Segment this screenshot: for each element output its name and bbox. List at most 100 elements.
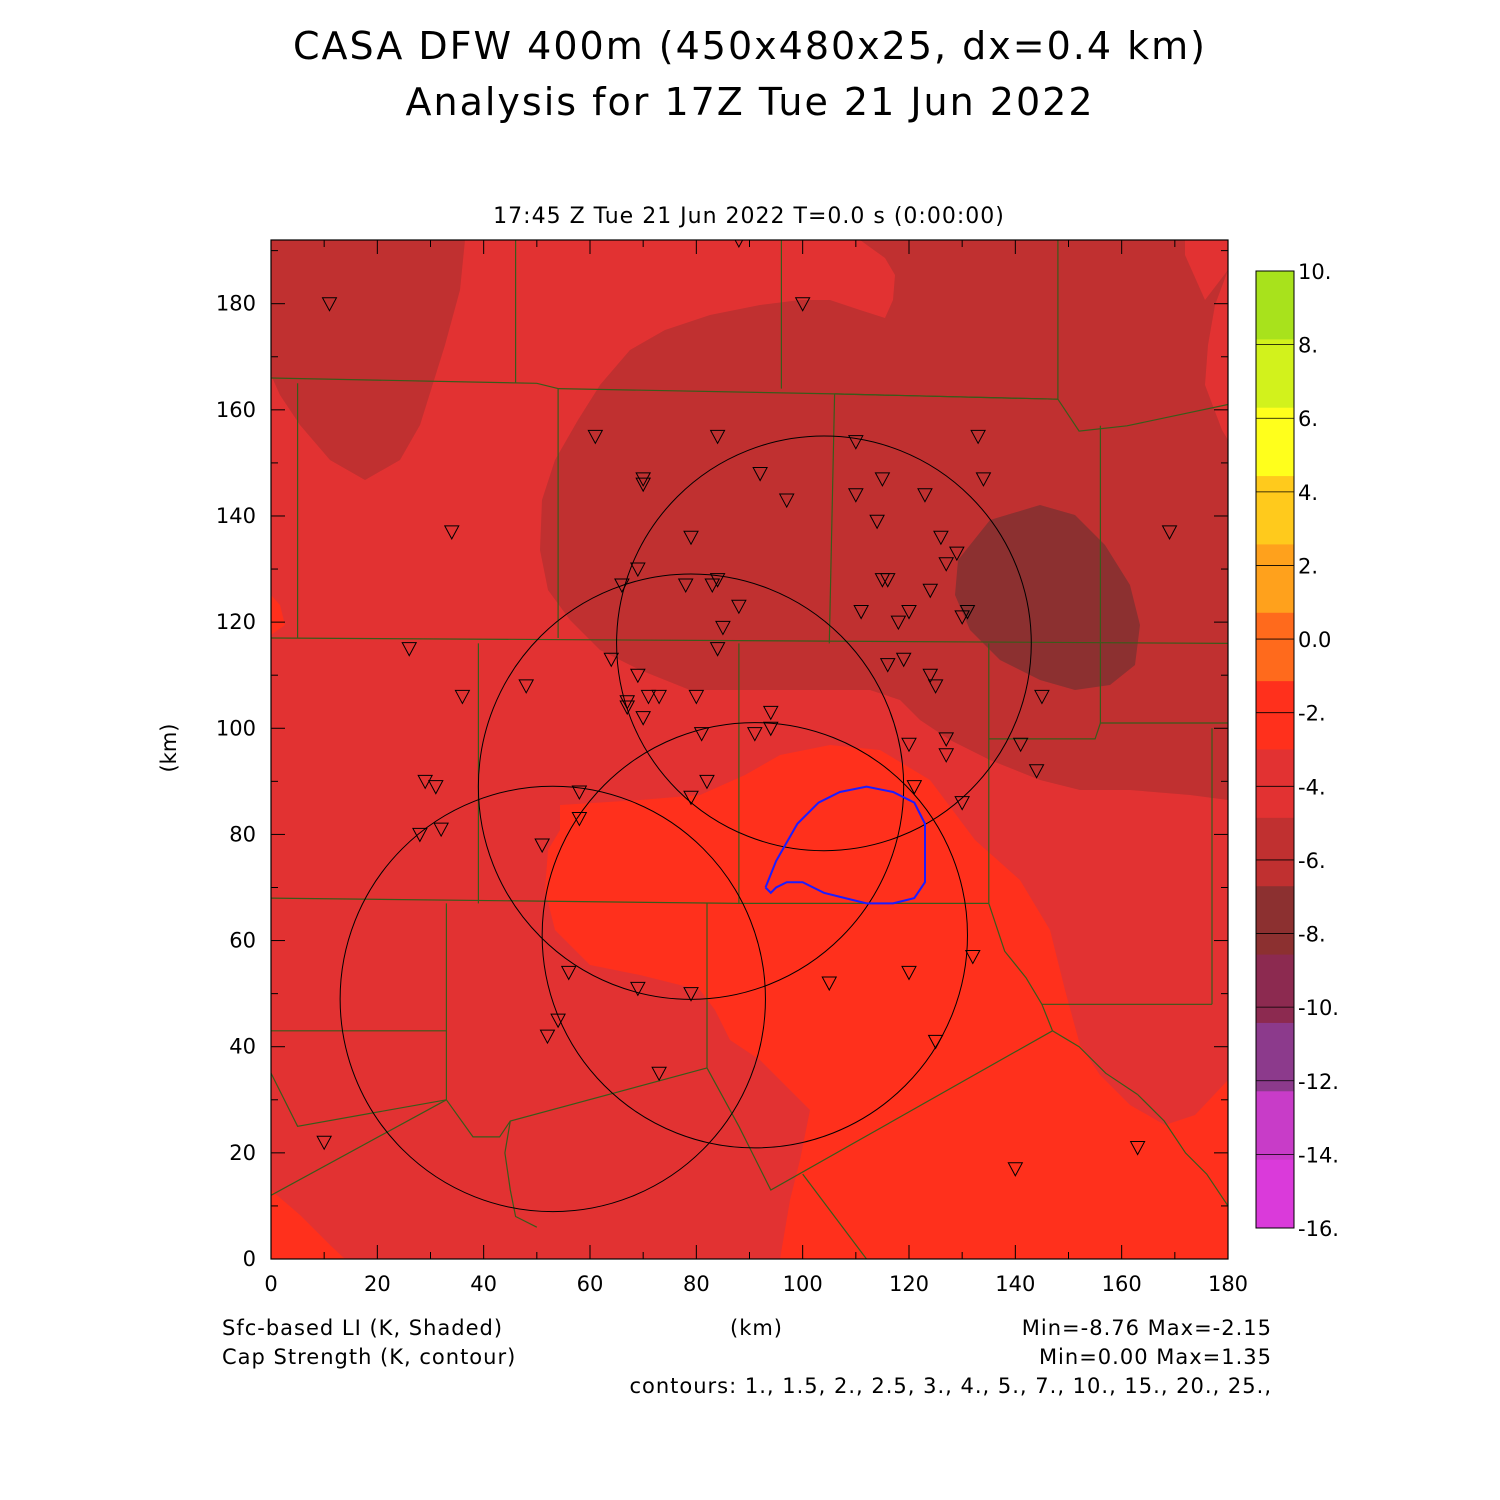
contour-minmax: Min=0.00 Max=1.35	[1038, 1345, 1272, 1369]
x-tick-label: 100	[783, 1272, 823, 1296]
cap-strength-contour	[764, 785, 926, 905]
contour-levels: contours: 1., 1.5, 2., 2.5, 3., 4., 5., …	[629, 1374, 1272, 1398]
colorbar-swatch	[1256, 1091, 1294, 1161]
x-axis-label: (km)	[730, 1316, 784, 1340]
station-marker	[964, 949, 981, 965]
station-marker	[847, 435, 864, 450]
colorbar-swatch	[1256, 817, 1294, 887]
valid-time-label: 17:45 Z Tue 21 Jun 2022 T=0.0 s (0:00:00…	[493, 204, 1005, 229]
station-marker	[571, 811, 588, 827]
station-marker	[651, 1066, 667, 1082]
station-marker	[709, 429, 726, 445]
station-marker	[927, 1034, 944, 1050]
station-marker	[683, 530, 699, 546]
station-marker	[1129, 1141, 1146, 1156]
station-marker	[321, 297, 338, 312]
station-marker	[906, 780, 923, 795]
station-marker	[954, 610, 971, 625]
colorbar-label: 8.	[1298, 334, 1318, 358]
colorbar-swatch	[1256, 1022, 1294, 1092]
li-band-m6-m4-notch	[1185, 240, 1228, 300]
li-band-m4-m2-sw	[271, 1190, 345, 1259]
station-marker	[454, 689, 471, 705]
station-marker	[874, 472, 891, 487]
colorbar-label: 2.	[1298, 554, 1318, 578]
station-marker	[959, 605, 976, 620]
station-marker	[677, 578, 694, 594]
county-line	[988, 903, 1212, 1005]
li-band-m8-m6	[271, 240, 465, 480]
station-marker	[550, 1013, 566, 1029]
y-tick-label: 40	[229, 1035, 256, 1059]
station-marker	[975, 472, 992, 487]
station-marker	[433, 822, 449, 838]
station-marker	[709, 642, 726, 657]
station-marker	[614, 578, 630, 594]
station-marker	[417, 774, 434, 790]
station-marker	[752, 467, 768, 482]
radar-range-ring	[477, 573, 905, 1000]
county-line	[706, 1030, 1053, 1191]
colorbar-swatch	[1256, 749, 1294, 819]
colorbar-swatch	[1256, 407, 1294, 477]
county-line	[828, 393, 836, 644]
station-marker	[709, 573, 726, 588]
station-marker	[731, 599, 747, 615]
colorbar: 10. 8. 6. 4. 2. 0.0 -2. -4. -6. -8. -10. -12. -14. -1…	[1255, 260, 1339, 1241]
colorbar-swatch	[1256, 544, 1294, 614]
station-marker	[949, 546, 965, 562]
county-boundaries	[271, 240, 1228, 1259]
station-marker	[901, 965, 917, 981]
colorbar-swatch	[1256, 1159, 1294, 1229]
station-marker	[630, 981, 646, 997]
station-marker	[693, 727, 710, 742]
colorbar-swatch	[1256, 954, 1294, 1024]
li-shading	[271, 240, 1228, 1259]
station-marker	[571, 785, 588, 801]
shaded-field-label: Sfc-based LI (K, Shaded)	[222, 1316, 504, 1340]
county-line	[271, 1099, 447, 1196]
y-tick-label: 60	[229, 929, 256, 953]
station-marker	[412, 827, 428, 843]
station-marker	[635, 477, 652, 493]
colorbar-frame	[1255, 270, 1295, 1229]
county-line	[271, 637, 1228, 644]
station-marker	[901, 737, 917, 753]
station-marker	[560, 965, 577, 981]
station-marker	[427, 780, 444, 795]
contour-field-label: Cap Strength (K, contour)	[222, 1345, 517, 1369]
li-band-m10-m8	[955, 505, 1140, 690]
colorbar-swatch	[1256, 612, 1294, 682]
station-marker	[917, 488, 933, 503]
station-marker	[1012, 737, 1029, 753]
station-marker	[895, 652, 912, 668]
y-tick-label: 120	[216, 610, 256, 634]
station-marker	[879, 658, 896, 673]
station-marker	[401, 642, 418, 657]
county-line	[271, 377, 559, 390]
x-tick-label: 0	[264, 1272, 277, 1296]
y-tick-label: 140	[216, 504, 256, 528]
station-marker	[933, 530, 949, 546]
colorbar-label: 6.	[1298, 407, 1318, 431]
station-marker	[762, 705, 779, 721]
station-marker	[970, 429, 986, 445]
radar-range-rings	[339, 435, 1032, 1213]
x-tick-label: 80	[683, 1272, 710, 1296]
station-marker	[534, 838, 550, 854]
station-marker	[443, 525, 460, 540]
x-tick-label: 20	[364, 1272, 391, 1296]
station-marker	[635, 711, 652, 726]
station-marker	[539, 1029, 556, 1045]
colorbar-label: -6.	[1298, 849, 1326, 873]
radar-range-ring	[339, 785, 766, 1213]
x-tick-label: 60	[577, 1272, 604, 1296]
colorbar-label: -2.	[1298, 702, 1326, 726]
shaded-minmax: Min=-8.76 Max=-2.15	[1021, 1316, 1272, 1340]
station-marker	[683, 987, 699, 1002]
radar-range-ring	[616, 435, 1032, 852]
station-marker	[879, 573, 896, 588]
x-tick-label: 120	[889, 1272, 929, 1296]
station-marker	[704, 578, 721, 594]
